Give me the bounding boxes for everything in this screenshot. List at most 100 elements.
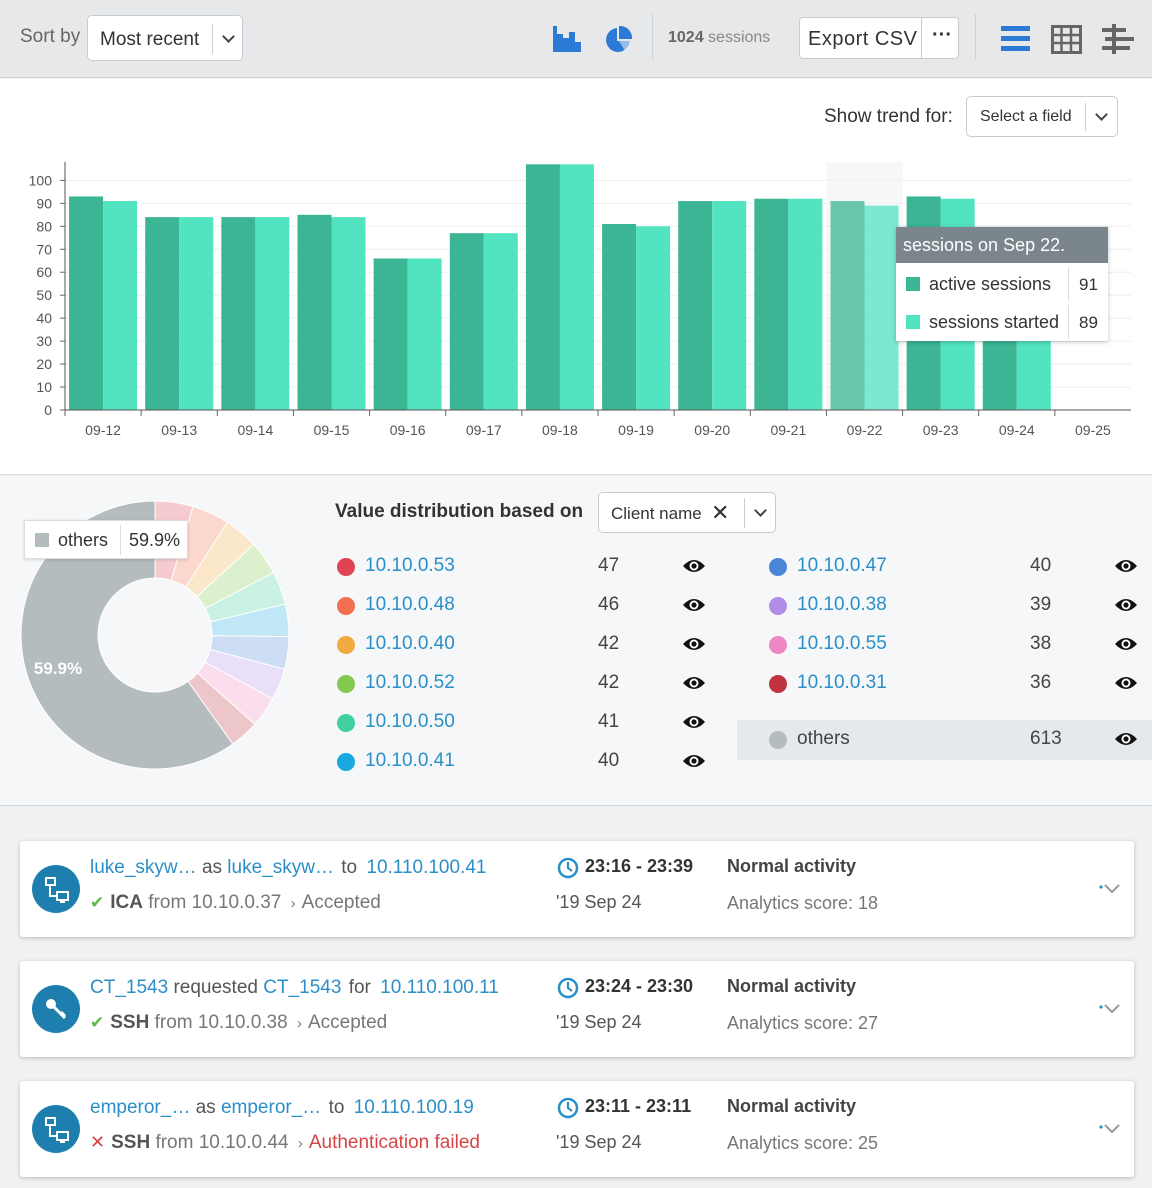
pie-chart-icon[interactable] — [603, 25, 633, 55]
bar-sessions-started[interactable] — [788, 198, 823, 410]
eye-icon[interactable] — [1114, 673, 1138, 698]
column-view-icon[interactable] — [1102, 24, 1134, 54]
bar-active-sessions[interactable] — [678, 201, 713, 410]
export-csv-button[interactable]: Export CSV ··· — [799, 17, 959, 59]
session-card[interactable]: CT_1543 requested CT_1543 for 10.110.100… — [20, 961, 1134, 1057]
legend-color-dot — [337, 753, 355, 771]
chevron-down-icon[interactable] — [222, 30, 235, 43]
more-options-button[interactable]: ··· — [932, 24, 952, 46]
session-as-word: requested — [173, 977, 258, 998]
legend-ip-link[interactable]: 10.10.0.47 — [797, 555, 887, 576]
chevron-right-icon: › — [297, 1135, 303, 1152]
eye-icon[interactable] — [682, 634, 706, 659]
legend-count: 42 — [598, 672, 620, 693]
legend-ip-link[interactable]: 10.10.0.41 — [365, 750, 455, 771]
session-card[interactable]: emperor_… as emperor_… to 10.110.100.19 … — [20, 1081, 1134, 1177]
sort-select[interactable]: Most recent — [87, 15, 243, 61]
session-account-link[interactable]: CT_1543 — [263, 977, 342, 998]
eye-icon[interactable] — [1114, 729, 1138, 754]
session-account-link[interactable]: emperor_… — [220, 1097, 322, 1118]
legend-ip-link[interactable]: 10.10.0.53 — [365, 555, 455, 576]
legend-item[interactable]: 10.10.0.50 41 — [337, 708, 737, 738]
pie-slice-others[interactable] — [20, 500, 234, 770]
legend-ip-link[interactable]: 10.10.0.40 — [365, 633, 455, 654]
trend-field-select[interactable]: Select a field — [966, 96, 1118, 137]
bar-sessions-started[interactable] — [179, 217, 214, 410]
bar-active-sessions[interactable] — [297, 214, 332, 410]
bar-sessions-started[interactable] — [331, 217, 366, 410]
eye-icon[interactable] — [682, 712, 706, 737]
eye-icon[interactable] — [1114, 634, 1138, 659]
legend-ip-link[interactable]: 10.10.0.52 — [365, 672, 455, 693]
chart-tooltip: sessions on Sep 22. active sessions 91 s… — [896, 227, 1108, 341]
grid-view-icon[interactable] — [1051, 25, 1082, 54]
session-account-link[interactable]: luke_skyw… — [227, 857, 334, 878]
legend-ip-link[interactable]: 10.10.0.55 — [797, 633, 887, 654]
legend-item[interactable]: 10.10.0.41 40 — [337, 747, 737, 777]
session-summary: luke_skyw… as luke_skyw… to 10.110.100.4… — [90, 857, 486, 879]
list-view-icon[interactable] — [1001, 25, 1031, 53]
select-divider — [744, 498, 745, 528]
legend-item[interactable]: 10.10.0.48 46 — [337, 591, 737, 621]
legend-ip-link[interactable]: 10.10.0.31 — [797, 672, 887, 693]
legend-color-dot — [337, 636, 355, 654]
expand-chevron-icon[interactable] — [1098, 881, 1122, 902]
bar-active-sessions[interactable] — [145, 217, 180, 410]
eye-icon[interactable] — [1114, 556, 1138, 581]
legend-ip-link[interactable]: 10.10.0.38 — [797, 594, 887, 615]
bar-sessions-started[interactable] — [864, 205, 899, 410]
bar-sessions-started[interactable] — [559, 164, 594, 410]
bar-sessions-started[interactable] — [255, 217, 290, 410]
bar-sessions-started[interactable] — [103, 201, 138, 410]
session-user-link[interactable]: CT_1543 — [90, 977, 169, 998]
bar-active-sessions[interactable] — [754, 198, 789, 410]
session-target-link[interactable]: 10.110.100.19 — [353, 1097, 474, 1118]
legend-item[interactable]: 10.10.0.40 42 — [337, 630, 737, 660]
bar-active-sessions[interactable] — [602, 224, 637, 410]
eye-icon[interactable] — [682, 595, 706, 620]
legend-item[interactable]: 10.10.0.55 38 — [769, 630, 1152, 660]
bar-sessions-started[interactable] — [407, 258, 442, 410]
expand-chevron-icon[interactable] — [1098, 1001, 1122, 1022]
session-target-link[interactable]: 10.110.100.41 — [366, 857, 487, 878]
distribution-field-select[interactable]: Client name ✕ — [598, 492, 776, 533]
eye-icon[interactable] — [682, 673, 706, 698]
bar-sessions-started[interactable] — [712, 201, 747, 410]
eye-icon[interactable] — [1114, 595, 1138, 620]
clear-icon[interactable]: ✕ — [711, 500, 730, 525]
tooltip-swatch — [35, 533, 49, 547]
session-status: Authentication failed — [308, 1132, 480, 1153]
legend-item[interactable]: 10.10.0.38 39 — [769, 591, 1152, 621]
bar-active-sessions[interactable] — [830, 201, 865, 410]
session-user-link[interactable]: emperor_… — [90, 1097, 191, 1118]
y-tick-label: 40 — [36, 310, 52, 326]
legend-color-dot — [337, 714, 355, 732]
legend-item[interactable]: 10.10.0.53 47 — [337, 552, 737, 582]
bar-sessions-started[interactable] — [483, 233, 518, 410]
session-user-link[interactable]: luke_skyw… — [90, 857, 197, 878]
bar-active-sessions[interactable] — [69, 196, 104, 410]
legend-ip-link[interactable]: 10.10.0.50 — [365, 711, 455, 732]
chevron-down-icon[interactable] — [754, 504, 767, 517]
bar-sessions-started[interactable] — [636, 226, 671, 410]
eye-icon[interactable] — [682, 751, 706, 776]
session-target-link[interactable]: 10.110.100.11 — [380, 977, 499, 998]
legend-ip-link[interactable]: 10.10.0.48 — [365, 594, 455, 615]
bar-active-sessions[interactable] — [449, 233, 484, 410]
legend-item-others[interactable]: others 613 — [769, 725, 1152, 755]
y-tick-label: 30 — [36, 333, 52, 349]
eye-icon[interactable] — [682, 556, 706, 581]
session-card[interactable]: luke_skyw… as luke_skyw… to 10.110.100.4… — [20, 841, 1134, 937]
expand-chevron-icon[interactable] — [1098, 1121, 1122, 1142]
bar-chart-icon[interactable] — [552, 24, 582, 54]
bar-active-sessions[interactable] — [373, 258, 408, 410]
analytics-score: Analytics score: 27 — [727, 1013, 879, 1033]
legend-item[interactable]: 10.10.0.31 36 — [769, 669, 1152, 699]
legend-item[interactable]: 10.10.0.47 40 — [769, 552, 1152, 582]
legend-item[interactable]: 10.10.0.52 42 — [337, 669, 737, 699]
tooltip-series-value: 89 — [1079, 313, 1098, 332]
y-tick-label: 90 — [36, 195, 52, 211]
bar-active-sessions[interactable] — [525, 164, 560, 410]
sort-select-value: Most recent — [100, 29, 200, 50]
bar-active-sessions[interactable] — [221, 217, 256, 410]
